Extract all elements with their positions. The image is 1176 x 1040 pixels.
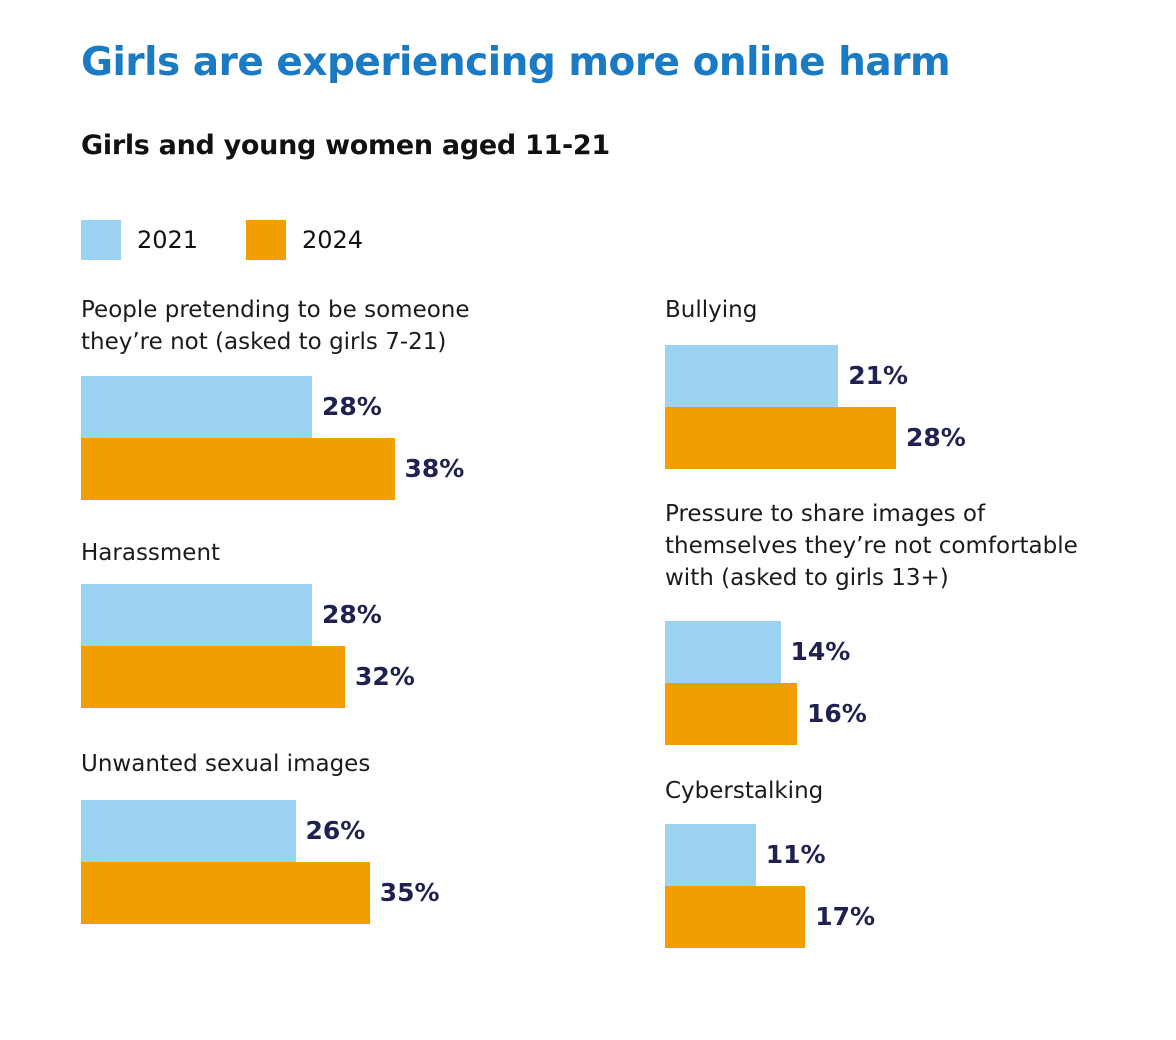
category-label-line: Unwanted sexual images [81, 751, 371, 777]
bar-2021-people-pretending-to-be-someone-they-re- [81, 376, 312, 438]
data-label-2021-people-pretending-to-be-someone-they-re-: 28% [322, 392, 382, 421]
chart-subtitle: Girls and young women aged 11-21 [81, 130, 610, 161]
bar-2024-unwanted-sexual-images [81, 862, 370, 924]
legend-label-2024: 2024 [302, 226, 364, 254]
data-label-2021-unwanted-sexual-images: 26% [305, 816, 366, 845]
bar-2021-unwanted-sexual-images [81, 800, 296, 862]
chart-title: Girls are experiencing more online harm [81, 40, 951, 85]
bar-2021-cyberstalking [665, 824, 756, 886]
bar-2021-harassment [81, 584, 312, 646]
category-label-line: Cyberstalking [665, 778, 824, 804]
bar-2021-bullying [665, 345, 839, 407]
legend-item-2024: 2024 [246, 220, 363, 260]
legend-item-2021: 2021 [81, 220, 198, 260]
bar-2024-harassment [81, 646, 345, 708]
category-label-pressure-to-share-images-of-themselves-t: Pressure to share images of themselves th… [665, 498, 1078, 594]
data-label-2024-bullying: 28% [906, 423, 966, 452]
bar-2024-cyberstalking [665, 886, 806, 948]
data-label-2021-harassment: 28% [322, 600, 382, 629]
bar-2021-pressure-to-share-images-of-themselves-t [665, 621, 781, 683]
data-label-2021-bullying: 21% [848, 361, 909, 390]
category-label-unwanted-sexual-images: Unwanted sexual images [81, 748, 370, 780]
bar-2024-people-pretending-to-be-someone-they-re- [81, 438, 395, 500]
category-label-line: themselves they’re not comfortable [665, 533, 1078, 559]
legend-swatch-2024 [246, 220, 286, 260]
legend-swatch-2021 [81, 220, 121, 260]
category-label-line: they’re not (asked to girls 7-21) [81, 329, 447, 355]
data-label-2024-pressure-to-share-images-of-themselves-t: 16% [807, 699, 867, 728]
data-label-2021-pressure-to-share-images-of-themselves-t: 14% [790, 637, 851, 666]
category-label-line: People pretending to be someone [81, 297, 470, 323]
category-label-line: with (asked to girls 13+) [665, 565, 949, 591]
category-label-line: Harassment [81, 540, 221, 566]
data-label-2024-people-pretending-to-be-someone-they-re-: 38% [404, 454, 465, 483]
category-label-cyberstalking: Cyberstalking [665, 775, 823, 807]
category-label-people-pretending-to-be-someone-they-re-: People pretending to be someone they’re n… [81, 294, 470, 358]
category-label-bullying: Bullying [665, 294, 757, 326]
category-label-line: Bullying [665, 297, 758, 323]
bar-2024-pressure-to-share-images-of-themselves-t [665, 683, 797, 745]
legend-label-2021: 2021 [137, 226, 199, 254]
data-label-2021-cyberstalking: 11% [765, 840, 826, 869]
data-label-2024-unwanted-sexual-images: 35% [379, 878, 440, 907]
bar-2024-bullying [665, 407, 896, 469]
data-label-2024-cyberstalking: 17% [815, 902, 876, 931]
data-label-2024-harassment: 32% [355, 662, 415, 691]
category-label-harassment: Harassment [81, 537, 220, 569]
category-label-line: Pressure to share images of [665, 501, 986, 527]
